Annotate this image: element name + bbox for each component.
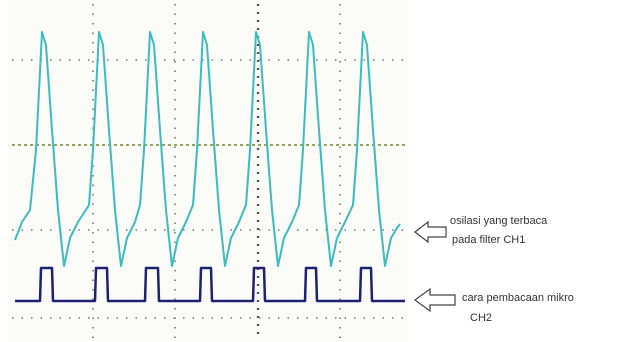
annotation-text: CH2 xyxy=(470,312,492,324)
annotation-text: osilasi yang terbaca xyxy=(450,215,548,227)
scope-figure: osilasi yang terbaca pada filter CH1 car… xyxy=(0,0,627,342)
annotation-text: pada filter CH1 xyxy=(452,234,525,246)
annotation-text: cara pembacaan mikro xyxy=(462,292,574,304)
arrow xyxy=(415,222,446,242)
arrow xyxy=(415,289,455,311)
